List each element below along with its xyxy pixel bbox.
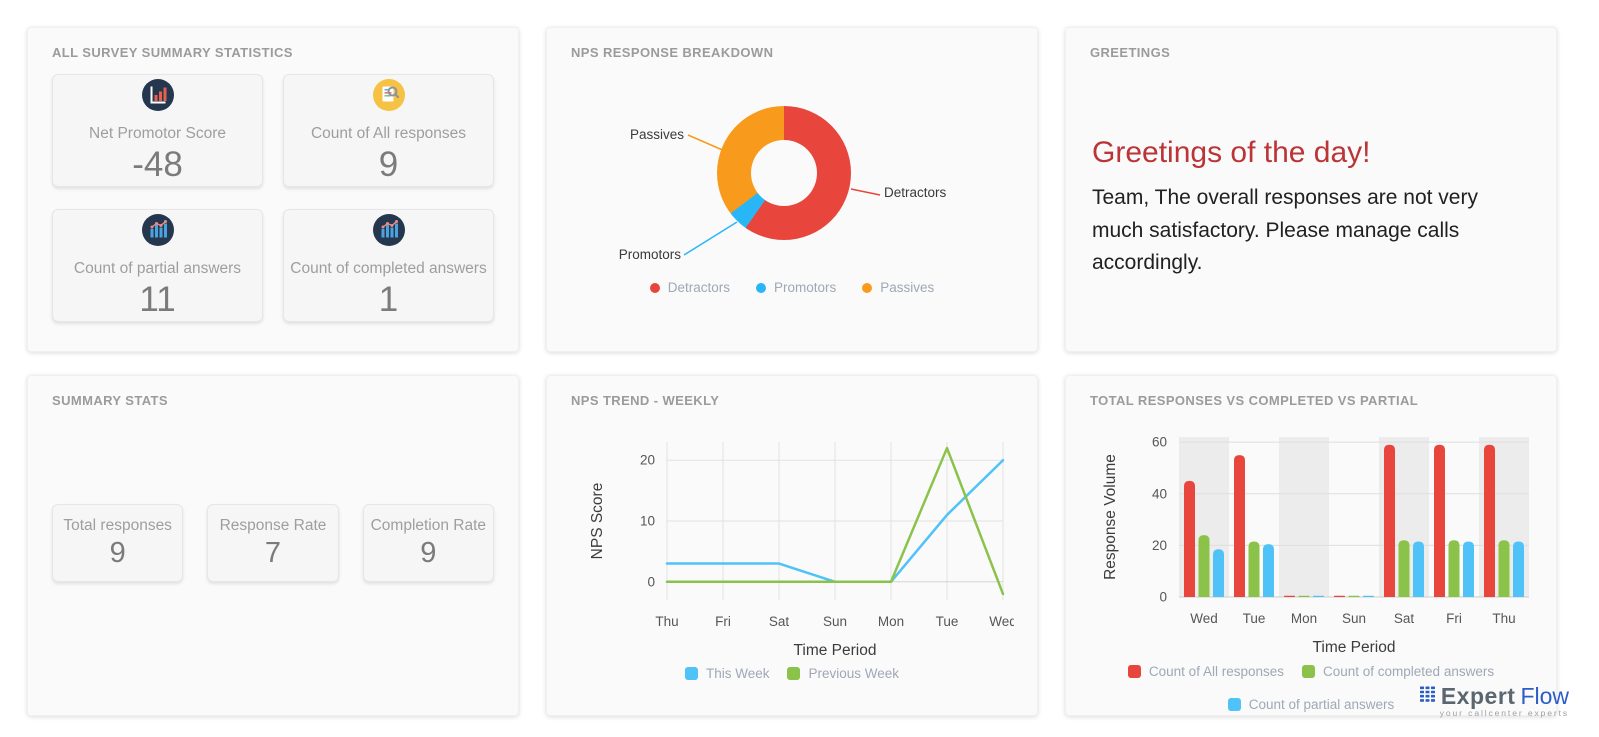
stat-cards-grid: Net Promotor Score -48 Count of All resp… (52, 74, 494, 322)
svg-text:Wed: Wed (989, 614, 1014, 629)
donut-legend: Detractors Promotors Passives (547, 280, 1037, 295)
svg-text:Tue: Tue (1243, 611, 1266, 626)
summary-cards-grid: Total responses 9 Response Rate 7 Comple… (52, 504, 494, 582)
stat-label: Count of partial answers (73, 259, 242, 277)
svg-text:Sat: Sat (769, 614, 790, 629)
donut-label-passives: Passives (629, 127, 684, 142)
svg-text:40: 40 (1152, 486, 1167, 501)
stat-value: -48 (132, 144, 183, 184)
svg-text:Mon: Mon (878, 614, 904, 629)
svg-text:Time Period: Time Period (1313, 639, 1396, 656)
logo-tagline: your callcenter experts (1439, 708, 1569, 718)
document-search-icon (371, 77, 407, 118)
svg-text:Time Period: Time Period (794, 642, 877, 659)
legend-ring-marker (649, 282, 660, 293)
legend-swatch (684, 667, 698, 680)
donut-label-detractors: Detractors (884, 185, 947, 200)
legend-item-previous-week[interactable]: Previous Week (787, 666, 899, 681)
panel-title: NPS RESPONSE BREAKDOWN (571, 45, 774, 60)
stat-value: 9 (378, 144, 399, 184)
svg-text:Wed: Wed (1190, 611, 1218, 626)
stat-card-partial-answers[interactable]: Count of partial answers 11 (52, 209, 263, 322)
panel-responses-comparison: TOTAL RESPONSES VS COMPLETED VS PARTIAL … (1065, 375, 1557, 716)
analytics-icon (140, 212, 176, 253)
summary-label: Completion Rate (370, 516, 487, 534)
stat-card-all-responses[interactable]: Count of All responses 9 (283, 74, 494, 187)
panel-survey-summary: ALL SURVEY SUMMARY STATISTICS Net Promot… (27, 27, 519, 352)
panel-title: NPS TREND - WEEKLY (571, 393, 720, 408)
panel-title: SUMMARY STATS (52, 393, 168, 408)
line-chart-legend: This Week Previous Week (547, 666, 1037, 681)
svg-text:Fri: Fri (715, 614, 731, 629)
expertflow-logo: Expert Flow your callcenter experts (1419, 683, 1569, 718)
svg-text:20: 20 (640, 453, 655, 468)
svg-text:Mon: Mon (1291, 611, 1317, 626)
logo-brand-light: Flow (1520, 683, 1569, 709)
summary-value: 9 (109, 536, 126, 569)
svg-text:Sat: Sat (1394, 611, 1415, 626)
panel-nps-breakdown: NPS RESPONSE BREAKDOWN Passives Detracto… (546, 27, 1038, 352)
legend-swatch (1227, 698, 1241, 711)
stat-value: 11 (139, 279, 176, 319)
panel-summary-stats: SUMMARY STATS Total responses 9 Response… (27, 375, 519, 716)
greeting-message: Team, The overall responses are not very… (1092, 186, 1478, 275)
legend-item-count-of-partial-answers[interactable]: Count of partial answers (1227, 697, 1394, 712)
legend-item-count-of-all-responses[interactable]: Count of All responses (1127, 664, 1284, 679)
summary-card-completion-rate[interactable]: Completion Rate 9 (362, 504, 494, 582)
greeting-heading: Greetings of the day! (1092, 136, 1371, 169)
panel-title: ALL SURVEY SUMMARY STATISTICS (52, 45, 293, 60)
svg-text:Sun: Sun (823, 614, 847, 629)
summary-card-total-responses[interactable]: Total responses 9 (52, 504, 184, 582)
grid-dots-icon (1419, 686, 1436, 708)
summary-label: Response Rate (219, 516, 327, 534)
legend-ring-marker (755, 282, 766, 293)
nps-trend-line-chart: 0 10 20 Thu Fri Sat Sun Mon Tue Wed Time Period NPS… (589, 442, 1014, 659)
legend-item-promotors[interactable]: Promotors (755, 280, 836, 295)
legend-item-this-week[interactable]: This Week (684, 666, 769, 681)
summary-label: Total responses (63, 516, 172, 534)
svg-text:NPS Score: NPS Score (589, 483, 606, 560)
stat-card-nps[interactable]: Net Promotor Score -48 (52, 74, 263, 187)
svg-text:Sun: Sun (1342, 611, 1366, 626)
svg-text:10: 10 (640, 514, 655, 529)
svg-text:Thu: Thu (655, 614, 678, 629)
svg-text:Tue: Tue (936, 614, 959, 629)
legend-item-detractors[interactable]: Detractors (649, 280, 730, 295)
analytics-icon (371, 212, 407, 253)
donut-chart-area: Passives Detractors Promotors Detractors… (547, 28, 1037, 351)
legend-ring-marker (862, 282, 873, 293)
stat-label: Count of All responses (310, 124, 467, 142)
stat-label: Count of completed answers (290, 259, 487, 277)
panel-title: TOTAL RESPONSES VS COMPLETED VS PARTIAL (1090, 393, 1419, 408)
bar-chart-legend: Count of All responses Count of completed… (1066, 664, 1556, 712)
stat-label: Net Promotor Score (89, 124, 226, 142)
svg-text:0: 0 (647, 574, 655, 589)
legend-item-passives[interactable]: Passives (862, 280, 934, 295)
donut-label-promotors: Promotors (618, 247, 681, 262)
responses-bar-chart: 0 20 40 60 Wed Tue Mon Sun Sat Fri Thu Time Period R… (1102, 435, 1529, 656)
logo-brand-bold: Expert (1440, 683, 1516, 709)
bar-chart-icon (140, 77, 176, 118)
legend-swatch (1127, 665, 1141, 678)
svg-text:20: 20 (1152, 538, 1167, 553)
legend-item-count-of-completed-answers[interactable]: Count of completed answers (1302, 664, 1494, 679)
summary-card-response-rate[interactable]: Response Rate 7 (207, 504, 339, 582)
svg-text:0: 0 (1159, 590, 1167, 605)
panel-title: GREETINGS (1090, 45, 1171, 60)
donut-hole (751, 140, 817, 206)
stat-value: 1 (378, 279, 399, 319)
svg-text:Fri: Fri (1446, 611, 1462, 626)
panel-nps-trend: NPS TREND - WEEKLY 0 10 20 Thu Fri Sat Sun Mon T… (546, 375, 1038, 716)
legend-swatch (1302, 665, 1315, 678)
stat-card-completed-answers[interactable]: Count of completed answers 1 (283, 209, 494, 322)
summary-value: 9 (420, 536, 437, 569)
legend-swatch (787, 667, 801, 680)
svg-text:60: 60 (1152, 435, 1167, 450)
summary-value: 7 (264, 536, 282, 569)
panel-greetings: GREETINGS Greetings of the day! Team, Th… (1065, 27, 1557, 352)
svg-text:Thu: Thu (1492, 611, 1515, 626)
svg-text:Response Volume: Response Volume (1102, 454, 1119, 580)
